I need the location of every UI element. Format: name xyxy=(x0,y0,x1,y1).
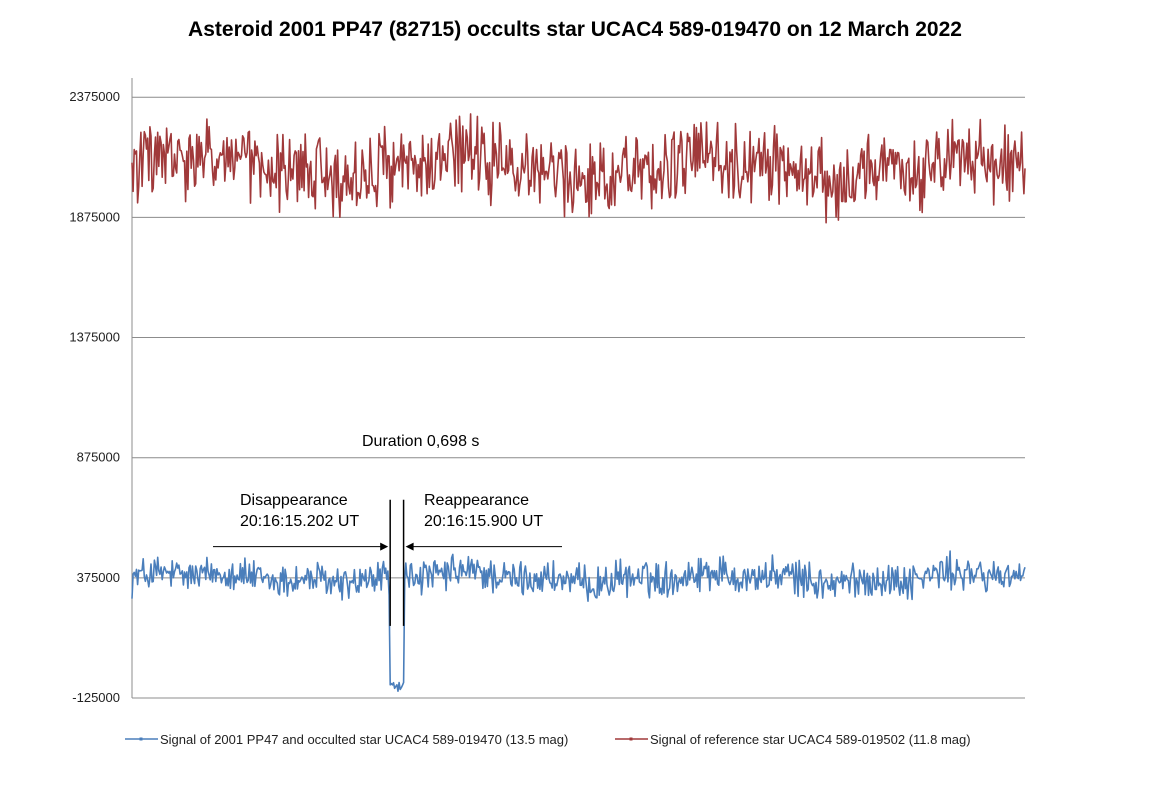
legend-label-reference: Signal of reference star UCAC4 589-01950… xyxy=(650,732,971,747)
disappearance-arrowhead xyxy=(380,542,389,551)
series-line-reference xyxy=(131,113,1026,224)
disappearance-label: Disappearance xyxy=(240,492,348,509)
chart-title: Asteroid 2001 PP47 (82715) occults star … xyxy=(188,18,962,41)
reappearance-label: Reappearance xyxy=(424,492,529,509)
duration-label: Duration 0,698 s xyxy=(362,433,479,450)
reappearance-arrowhead xyxy=(405,542,414,551)
legend-label-occulted: Signal of 2001 PP47 and occulted star UC… xyxy=(160,732,568,747)
annotation-layer: Duration 0,698 s Disappearance 20:16:15.… xyxy=(213,433,562,626)
series-layer xyxy=(131,113,1026,693)
y-tick-label: 1875000 xyxy=(69,209,120,224)
y-tick-label: 375000 xyxy=(77,570,120,585)
disappearance-time: 20:16:15.202 UT xyxy=(240,513,359,530)
y-tick-label: 1375000 xyxy=(69,330,120,345)
legend-marker-occulted xyxy=(139,737,143,741)
legend: Signal of 2001 PP47 and occulted star UC… xyxy=(125,732,971,747)
y-tick-label: 2375000 xyxy=(69,89,120,104)
legend-marker-reference xyxy=(629,737,633,741)
reappearance-time: 20:16:15.900 UT xyxy=(424,513,543,530)
series-line-occulted xyxy=(131,550,1026,693)
y-tick-label: -125000 xyxy=(72,690,120,705)
axis-layer: -125000 375000 875000 1375000 1875000 2375000 xyxy=(69,78,133,705)
y-tick-label: 875000 xyxy=(77,450,120,465)
